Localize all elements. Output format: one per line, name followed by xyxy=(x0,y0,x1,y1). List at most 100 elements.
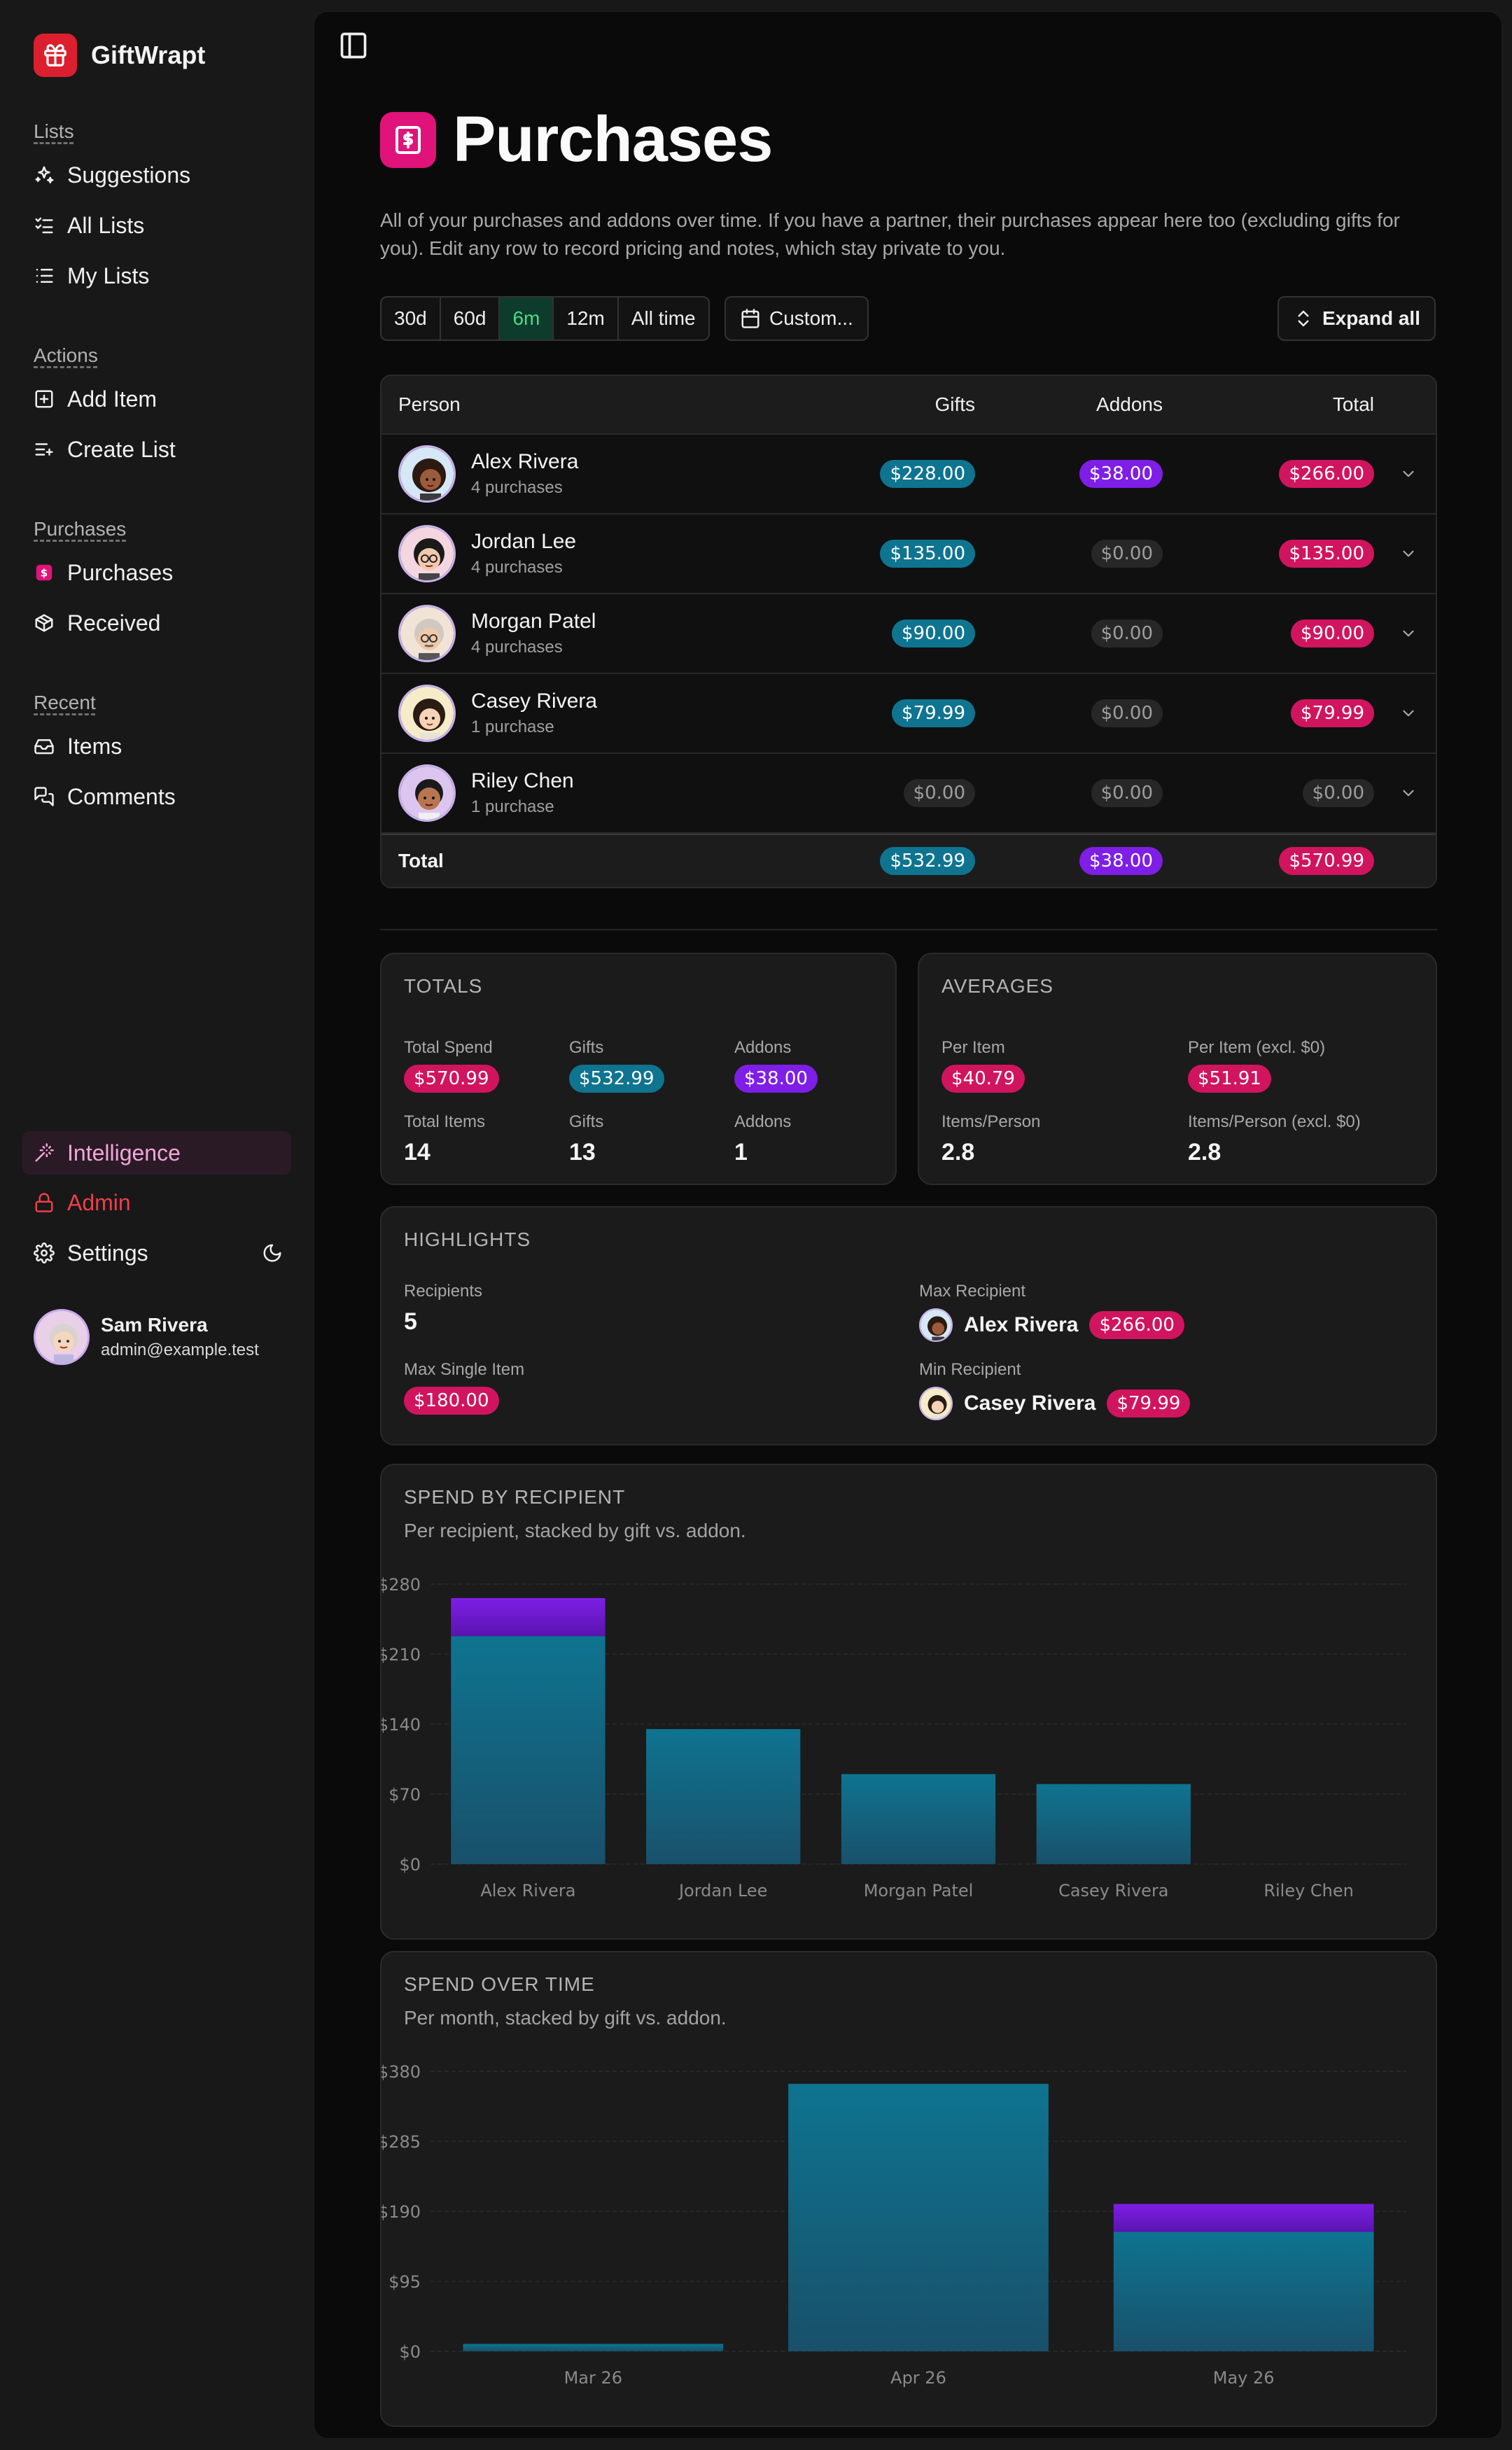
bar-addon[interactable] xyxy=(1113,2204,1374,2232)
nav-item-suggestions[interactable]: Suggestions xyxy=(34,150,190,200)
bar-gift[interactable] xyxy=(646,1729,801,1864)
x-tick-label: Casey Rivera xyxy=(1058,1881,1168,1900)
stat-badge: $570.99 xyxy=(404,1065,499,1093)
bar-gift[interactable] xyxy=(788,2083,1049,2351)
expand-all-button[interactable]: Expand all xyxy=(1277,296,1436,341)
wand-icon xyxy=(35,1143,54,1162)
nav-item-settings[interactable]: Settings xyxy=(34,1228,283,1278)
nav-item-all-lists[interactable]: All Lists xyxy=(34,200,190,251)
bar-gift[interactable] xyxy=(841,1774,996,1864)
bar-gift[interactable] xyxy=(463,2344,724,2351)
chart-title: SPEND BY RECIPIENT xyxy=(404,1486,626,1508)
bar-gift[interactable] xyxy=(1113,2232,1374,2351)
table-row[interactable]: Casey Rivera 1 purchase $79.99 $0.00 $79… xyxy=(382,674,1436,754)
brand[interactable]: GiftWrapt xyxy=(34,34,205,77)
person-cell: Alex Rivera 4 purchases xyxy=(398,445,578,503)
user-profile[interactable]: Sam Rivera admin@example.test xyxy=(34,1309,259,1365)
stat-label: Per Item (excl. $0) xyxy=(1188,1038,1326,1057)
stat-recipients: Recipients 5 xyxy=(404,1282,482,1336)
table-footer: Total $532.99 $38.00 $570.99 xyxy=(382,834,1436,887)
stat-min-recipient: Min Recipient Casey Rivera $79.99 xyxy=(919,1360,1191,1420)
table-row[interactable]: Alex Rivera 4 purchases $228.00 $38.00 $… xyxy=(382,435,1436,514)
nav-item-intelligence[interactable]: Intelligence xyxy=(22,1131,291,1175)
bar-addon[interactable] xyxy=(451,1598,606,1637)
nav-item-received[interactable]: Received xyxy=(34,598,173,648)
nav-item-admin[interactable]: Admin xyxy=(34,1177,131,1228)
x-tick-label: Mar 26 xyxy=(564,2368,622,2388)
page-header: Purchases xyxy=(380,103,773,176)
nav-item-purchases[interactable]: $ Purchases xyxy=(34,547,173,598)
gifts-badge: $90.00 xyxy=(892,620,975,648)
range-12m-button[interactable]: 12m xyxy=(554,298,619,340)
nav-item-comments[interactable]: Comments xyxy=(34,771,176,822)
chevron-down-icon[interactable] xyxy=(1399,545,1418,563)
chevron-down-icon[interactable] xyxy=(1399,704,1418,722)
x-tick-label: Apr 26 xyxy=(890,2368,946,2388)
range-60d-button[interactable]: 60d xyxy=(441,298,500,340)
gifts-badge: $228.00 xyxy=(880,460,975,488)
avatar xyxy=(919,1308,953,1342)
nav-label: My Lists xyxy=(67,262,150,288)
nav-item-add-item[interactable]: Add Item xyxy=(34,374,176,424)
avatar xyxy=(919,1387,953,1420)
inbox-icon xyxy=(34,739,54,755)
stat-badge: $40.79 xyxy=(941,1065,1025,1093)
lock-icon xyxy=(35,1193,53,1212)
stat-label: Per Item xyxy=(941,1038,1005,1057)
custom-range-button[interactable]: Custom... xyxy=(724,296,869,341)
chevron-down-icon[interactable] xyxy=(1399,465,1418,483)
y-tick-label: $285 xyxy=(382,2132,421,2152)
nav-heading-actions: Actions xyxy=(34,344,98,366)
nav-item-items[interactable]: Items xyxy=(34,721,176,771)
table-header: Person Gifts Addons Total xyxy=(382,376,1436,435)
bar-gift[interactable] xyxy=(1036,1784,1191,1864)
y-tick-label: $280 xyxy=(382,1575,421,1595)
nav-item-my-lists[interactable]: My Lists xyxy=(34,251,190,301)
stat-label: Addons xyxy=(734,1112,792,1131)
moon-icon[interactable] xyxy=(262,1242,283,1264)
stat-label: Max Recipient xyxy=(919,1282,1026,1301)
col-total-header: Total xyxy=(1332,393,1374,415)
nav-item-create-list[interactable]: Create List xyxy=(34,424,176,475)
y-tick-label: $0 xyxy=(399,2342,421,2362)
table-row[interactable]: Jordan Lee 4 purchases $135.00 $0.00 $13… xyxy=(382,514,1436,594)
range-all-time-button[interactable]: All time xyxy=(631,307,696,329)
chart-title: SPEND OVER TIME xyxy=(404,1973,595,1995)
addons-badge: $0.00 xyxy=(1091,699,1163,727)
person-cell: Morgan Patel 4 purchases xyxy=(398,605,596,662)
sidebar: GiftWrapt Lists Suggestions All Lists My… xyxy=(0,0,312,2450)
range-30d-button[interactable]: 30d xyxy=(382,298,441,340)
y-tick-label: $95 xyxy=(388,2272,421,2292)
page-description: All of your purchases and addons over ti… xyxy=(380,209,1400,259)
range-6m-button[interactable]: 6m xyxy=(500,298,554,340)
spend-over-time-card: SPEND OVER TIME Per month, stacked by gi… xyxy=(380,1951,1437,2427)
nav-label: Items xyxy=(67,733,122,759)
addons-total-badge: $38.00 xyxy=(1079,847,1163,875)
stat-label: Addons xyxy=(734,1038,792,1057)
purchase-count: 1 purchase xyxy=(471,718,554,736)
stat-value: 5 xyxy=(404,1308,417,1335)
chart-subtitle: Per month, stacked by gift vs. addon. xyxy=(404,2007,727,2029)
calendar-icon xyxy=(741,309,760,328)
nav-section-purchases: Purchases $ Purchases Received xyxy=(34,518,173,648)
bar-gift[interactable] xyxy=(451,1636,606,1864)
nav-section-actions: Actions Add Item Create List xyxy=(34,344,176,475)
table-row[interactable]: Riley Chen 1 purchase $0.00 $0.00 $0.00 xyxy=(382,754,1436,834)
chevron-down-icon[interactable] xyxy=(1399,624,1418,643)
stat-label: Min Recipient xyxy=(919,1360,1021,1379)
sidebar-toggle-icon[interactable] xyxy=(338,30,369,61)
receipt-icon: $ xyxy=(36,564,52,581)
addons-badge: $0.00 xyxy=(1091,620,1163,648)
total-badge: $90.00 xyxy=(1291,620,1374,648)
x-tick-label: Riley Chen xyxy=(1264,1881,1354,1900)
nav-section-recent: Recent Items Comments xyxy=(34,692,176,822)
nav-label: Purchases xyxy=(67,559,174,585)
col-gifts-header: Gifts xyxy=(934,393,975,415)
chevron-down-icon[interactable] xyxy=(1399,784,1418,802)
person-cell: Riley Chen 1 purchase xyxy=(398,764,574,822)
gift-icon xyxy=(34,34,77,77)
stat-badge: $79.99 xyxy=(1107,1390,1191,1418)
addons-badge: $0.00 xyxy=(1091,779,1163,807)
stat-items-person: Items/Person 2.8 xyxy=(941,1112,1040,1166)
table-row[interactable]: Morgan Patel 4 purchases $90.00 $0.00 $9… xyxy=(382,594,1436,674)
